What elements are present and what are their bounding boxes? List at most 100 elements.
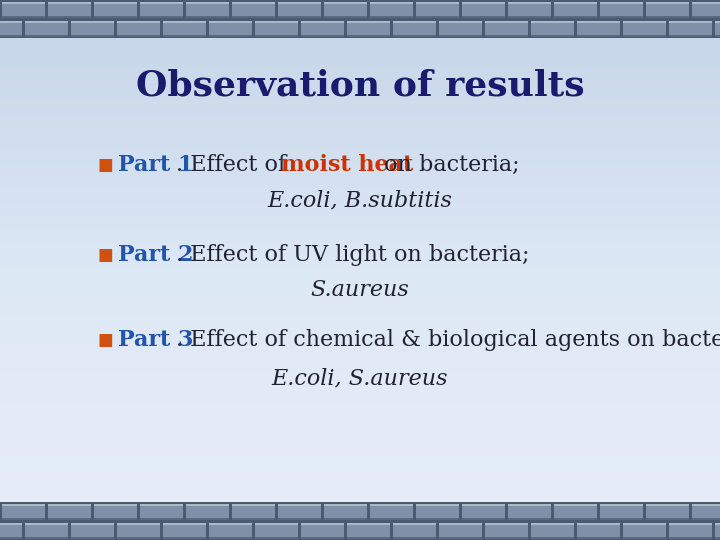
Bar <box>254 21 297 37</box>
Text: S.aureus: S.aureus <box>310 279 410 301</box>
Bar <box>600 2 642 17</box>
Polygon shape <box>0 276 720 284</box>
Bar <box>577 21 619 37</box>
Text: ■: ■ <box>97 246 113 264</box>
Bar <box>714 21 720 37</box>
Polygon shape <box>0 108 720 115</box>
Bar <box>668 21 711 37</box>
Polygon shape <box>0 364 720 372</box>
Text: moist heat: moist heat <box>282 154 413 176</box>
Bar <box>415 2 459 17</box>
Bar <box>186 517 228 519</box>
Text: E.coli, B.subtitis: E.coli, B.subtitis <box>268 189 452 211</box>
Bar <box>1 2 45 17</box>
Polygon shape <box>0 27 720 33</box>
Bar <box>300 523 343 538</box>
Bar <box>94 503 137 519</box>
Bar <box>369 2 413 3</box>
Polygon shape <box>0 60 720 68</box>
Polygon shape <box>0 87 720 94</box>
Polygon shape <box>0 519 720 526</box>
Polygon shape <box>0 189 720 195</box>
Polygon shape <box>0 338 720 345</box>
Bar <box>48 2 91 17</box>
Polygon shape <box>0 480 720 486</box>
Bar <box>163 35 205 37</box>
Polygon shape <box>0 270 720 276</box>
Bar <box>277 503 320 519</box>
Polygon shape <box>0 411 720 418</box>
Bar <box>1 503 45 519</box>
Bar <box>392 523 436 524</box>
Polygon shape <box>0 310 720 317</box>
Bar <box>300 35 343 37</box>
Bar <box>277 16 320 17</box>
Bar <box>140 503 182 519</box>
Bar <box>24 523 68 524</box>
Bar <box>346 21 390 23</box>
Polygon shape <box>0 330 720 338</box>
Bar <box>623 523 665 524</box>
Polygon shape <box>0 465 720 472</box>
Bar <box>392 35 436 37</box>
Bar <box>668 35 711 37</box>
Bar <box>508 517 551 519</box>
Polygon shape <box>0 317 720 324</box>
Polygon shape <box>0 47 720 54</box>
Polygon shape <box>0 209 720 216</box>
Bar <box>24 21 68 37</box>
Bar <box>117 523 160 524</box>
Bar <box>232 503 274 505</box>
Bar <box>209 523 251 538</box>
Polygon shape <box>0 405 720 411</box>
Text: . Effect of: . Effect of <box>176 154 293 176</box>
Bar <box>232 503 274 519</box>
Polygon shape <box>0 176 720 183</box>
Bar <box>508 503 551 505</box>
Bar <box>0 21 22 37</box>
Bar <box>1 503 45 505</box>
Bar <box>554 2 596 3</box>
Polygon shape <box>0 195 720 202</box>
Bar <box>277 2 320 17</box>
Bar <box>438 21 482 37</box>
Bar <box>554 2 596 17</box>
Polygon shape <box>0 384 720 391</box>
Bar <box>600 517 642 519</box>
Polygon shape <box>0 256 720 263</box>
Bar <box>369 503 413 505</box>
Bar <box>346 523 390 538</box>
Bar <box>346 35 390 37</box>
Bar <box>186 2 228 3</box>
Bar <box>438 523 482 524</box>
Bar <box>0 523 22 524</box>
Bar <box>48 16 91 17</box>
Bar <box>646 503 688 519</box>
Polygon shape <box>0 40 720 47</box>
Bar <box>209 523 251 524</box>
Bar <box>600 16 642 17</box>
Bar <box>186 16 228 17</box>
Bar <box>277 517 320 519</box>
Polygon shape <box>0 534 720 540</box>
Bar <box>646 2 688 17</box>
Bar <box>508 16 551 17</box>
Bar <box>209 21 251 37</box>
Bar <box>462 503 505 519</box>
Bar <box>232 2 274 3</box>
Bar <box>462 2 505 17</box>
Bar <box>531 21 574 37</box>
Text: Part 2: Part 2 <box>118 244 194 266</box>
Bar <box>300 537 343 538</box>
Bar <box>254 21 297 23</box>
Polygon shape <box>0 263 720 270</box>
Bar <box>48 503 91 519</box>
Polygon shape <box>0 297 720 303</box>
Bar <box>691 503 720 519</box>
Polygon shape <box>0 426 720 432</box>
Bar <box>163 537 205 538</box>
Polygon shape <box>0 357 720 364</box>
Polygon shape <box>0 284 720 291</box>
Bar <box>531 21 574 23</box>
Bar <box>0 0 720 38</box>
